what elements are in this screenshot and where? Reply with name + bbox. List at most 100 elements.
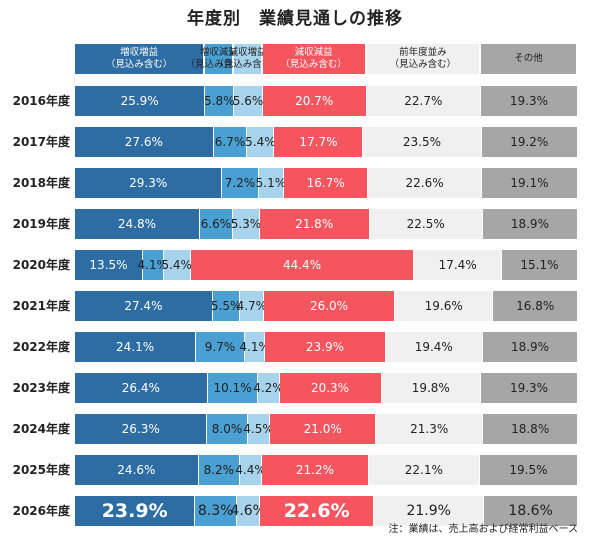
data-label: 8.2% — [203, 463, 235, 477]
category-label: 2021年度 — [12, 299, 70, 313]
data-label: 4.5% — [243, 422, 274, 436]
bar-segment-inc_dec: 6.6% — [199, 209, 234, 239]
data-label: 13.5% — [89, 258, 128, 272]
data-label: 17.7% — [299, 135, 338, 149]
bar-segment-dec_dec: 20.3% — [279, 373, 382, 403]
legend-other: その他 — [480, 44, 576, 74]
bar-segment-dec_inc: 5.3% — [231, 209, 261, 239]
bar-segment-inc_inc: 27.4% — [75, 291, 213, 321]
legend-text: （見込み含む） — [280, 59, 347, 70]
bar-segment-flat: 22.1% — [368, 455, 480, 485]
bar-segment-flat: 21.9% — [374, 496, 485, 526]
legend-text: 前年度並み — [399, 47, 447, 58]
data-label: 21.9% — [406, 503, 451, 519]
bar-segment-inc_inc: 25.9% — [75, 86, 206, 116]
data-label: 22.6% — [405, 176, 444, 190]
data-label: 5.8% — [204, 94, 235, 108]
legend-text: （見込み含む） — [389, 59, 457, 70]
bar-segment-dec_dec: 20.7% — [262, 86, 367, 116]
legend-text: （見込み含む） — [105, 59, 173, 70]
bar-segment-other: 16.8% — [493, 291, 578, 321]
bar-segment-flat: 19.8% — [381, 373, 481, 403]
data-label: 19.4% — [414, 340, 453, 354]
category-label: 2024年度 — [12, 422, 70, 436]
data-label: 21.0% — [303, 422, 342, 436]
category-label: 2026年度 — [12, 504, 70, 518]
data-label: 4.4% — [235, 463, 266, 477]
bar-segment-flat: 19.4% — [385, 332, 484, 362]
category-label: 2018年度 — [12, 176, 70, 190]
bar-segment-other: 19.3% — [480, 86, 578, 116]
data-label: 4.1% — [137, 258, 169, 272]
chart-title: 年度別 業績見通しの推移 — [187, 9, 403, 29]
data-label: 5.4% — [245, 135, 276, 149]
bar-segment-inc_inc: 26.4% — [75, 373, 208, 403]
legend-text: 減収増益 — [228, 47, 267, 58]
data-label: 26.3% — [121, 422, 160, 436]
legend-dec_inc: 減収増益 （見込み含む） — [214, 44, 281, 74]
bar-segment-dec_inc: 4.1% — [239, 332, 270, 362]
legend-text: 増収増益 — [120, 47, 159, 58]
data-label: 10.1% — [213, 381, 252, 395]
data-label: 21.3% — [410, 422, 449, 436]
bar-segment-inc_inc: 29.3% — [75, 168, 223, 198]
legend-text: 減収減益 — [294, 47, 333, 58]
data-label: 22.6% — [283, 500, 350, 522]
data-label: 5.5% — [210, 299, 242, 313]
bar-segment-dec_inc: 5.4% — [161, 250, 192, 280]
data-label: 18.8% — [511, 422, 550, 436]
bar-segment-inc_inc: 24.8% — [75, 209, 200, 239]
bar-segment-inc_dec: 7.2% — [222, 168, 259, 198]
data-label: 8.3% — [197, 503, 234, 519]
bar-segment-other: 18.9% — [482, 209, 578, 239]
category-label: 2020年度 — [12, 258, 70, 272]
data-label: 26.4% — [121, 381, 160, 395]
bar-segment-dec_inc: 4.2% — [253, 373, 284, 403]
data-label: 18.9% — [510, 340, 550, 354]
bar-segment-inc_inc: 24.1% — [75, 332, 197, 362]
legend-text: （見込み含む） — [185, 59, 253, 70]
data-label: 8.0% — [211, 422, 243, 436]
data-label: 18.9% — [510, 217, 549, 231]
legend-text: その他 — [514, 53, 543, 64]
category-label: 2019年度 — [12, 217, 70, 231]
bar-segment-flat: 22.6% — [368, 168, 482, 198]
bar-segment-dec_dec: 22.6% — [260, 496, 375, 526]
data-label: 4.6% — [230, 503, 266, 519]
data-label: 23.9% — [305, 340, 345, 354]
data-label: 16.8% — [516, 299, 555, 313]
data-label: 24.8% — [117, 217, 156, 231]
data-label: 21.2% — [295, 463, 334, 477]
data-label: 4.1% — [239, 340, 270, 354]
legend-flat: 前年度並み （見込み含む） — [366, 44, 479, 74]
bar-segment-dec_dec: 26.0% — [264, 291, 395, 321]
data-label: 6.6% — [200, 217, 232, 231]
data-label: 20.3% — [310, 381, 350, 395]
data-label: 9.7% — [204, 340, 236, 354]
bar-segment-inc_dec: 9.7% — [196, 332, 245, 362]
bar-segment-other: 15.1% — [501, 250, 578, 280]
category-label: 2023年度 — [12, 381, 70, 395]
data-label: 7.2% — [224, 176, 256, 190]
bar-segment-other: 18.6% — [484, 496, 578, 526]
data-label: 5.4% — [161, 258, 192, 272]
bar-segment-dec_inc: 4.6% — [230, 496, 266, 526]
bar-segment-other: 19.1% — [481, 168, 578, 198]
bar-segment-dec_dec: 23.9% — [265, 332, 386, 362]
bar-segment-inc_dec: 6.7% — [213, 127, 248, 157]
data-label: 26.0% — [309, 299, 349, 313]
data-label: 4.7% — [236, 299, 268, 313]
data-label: 23.9% — [101, 500, 168, 522]
bar-segment-inc_dec: 4.1% — [138, 250, 168, 280]
data-label: 5.1% — [255, 176, 287, 190]
bar-segment-inc_inc: 23.9% — [75, 496, 196, 526]
data-label: 16.7% — [306, 176, 345, 190]
data-label: 19.6% — [424, 299, 463, 313]
data-label: 27.4% — [124, 299, 163, 313]
bar-segment-dec_dec: 44.4% — [190, 250, 415, 280]
bar-segment-inc_dec: 10.1% — [207, 373, 259, 403]
data-label: 22.5% — [406, 217, 445, 231]
bar-segment-inc_dec: 8.0% — [207, 414, 248, 444]
bar-segment-flat: 22.7% — [366, 86, 481, 116]
data-label: 15.1% — [520, 258, 559, 272]
